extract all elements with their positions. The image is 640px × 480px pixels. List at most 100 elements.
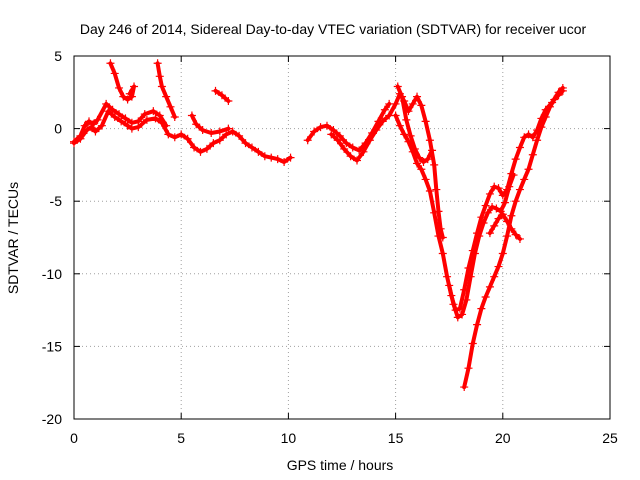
data-point	[453, 313, 462, 322]
data-point	[483, 208, 492, 217]
data-point	[155, 111, 164, 120]
data-point	[260, 152, 269, 161]
y-axis-label: SDTVAR / TECUs	[5, 182, 21, 294]
data-point	[558, 86, 567, 95]
data-point	[488, 203, 497, 212]
data-point	[125, 89, 134, 98]
data-point	[183, 134, 192, 143]
data-point	[149, 107, 158, 116]
data-point	[533, 136, 542, 145]
data-point	[417, 165, 426, 174]
data-point	[477, 304, 486, 313]
data-point	[346, 152, 355, 161]
data-point	[503, 232, 512, 241]
data-point	[115, 83, 124, 92]
data-point	[537, 123, 546, 132]
data-point	[254, 147, 263, 156]
x-tick-label: 20	[495, 430, 511, 446]
data-point	[470, 249, 479, 258]
data-point	[524, 130, 533, 139]
data-point	[443, 272, 452, 281]
data-point	[322, 121, 331, 130]
data-point	[222, 130, 231, 139]
data-point	[190, 143, 199, 152]
series-track-6	[211, 86, 233, 106]
data-point	[355, 146, 364, 155]
data-point	[421, 117, 430, 126]
data-point	[224, 97, 233, 106]
data-point	[93, 115, 102, 124]
data-point	[80, 121, 89, 130]
data-point	[473, 320, 482, 329]
data-point	[481, 201, 490, 210]
y-tick-label: 5	[54, 48, 62, 64]
data-point	[393, 82, 402, 91]
data-point	[192, 120, 201, 129]
series-track-13	[485, 210, 524, 243]
y-tick-label: -20	[42, 411, 62, 427]
data-point	[494, 184, 503, 193]
data-point	[505, 182, 514, 191]
data-point	[348, 143, 357, 152]
data-point	[104, 107, 113, 116]
data-point	[235, 131, 244, 140]
data-point	[119, 92, 128, 101]
data-point	[166, 102, 175, 111]
data-point	[329, 126, 338, 135]
data-point	[241, 139, 250, 148]
data-point	[151, 114, 160, 123]
data-point	[106, 59, 115, 68]
data-point	[466, 272, 475, 281]
data-point	[187, 111, 196, 120]
data-point	[130, 82, 139, 91]
series-line	[462, 88, 565, 390]
data-point	[170, 112, 179, 121]
data-point	[211, 86, 220, 95]
data-point	[303, 136, 312, 145]
y-tick-label: -10	[42, 266, 62, 282]
data-point	[445, 281, 454, 290]
data-point	[162, 92, 171, 101]
series-line	[487, 212, 522, 241]
data-point	[333, 136, 342, 145]
data-point	[402, 115, 411, 124]
data-point	[110, 69, 119, 78]
data-point	[541, 112, 550, 121]
data-point	[494, 214, 503, 223]
data-point	[164, 130, 173, 139]
data-point	[391, 111, 400, 120]
data-point	[492, 204, 501, 213]
x-axis-label: GPS time / hours	[287, 457, 394, 473]
data-point	[273, 155, 282, 164]
data-point	[202, 144, 211, 153]
data-point	[417, 101, 426, 110]
series-track-2	[70, 99, 171, 146]
data-point	[406, 131, 415, 140]
data-point	[511, 155, 520, 164]
data-point	[413, 159, 422, 168]
data-point	[380, 105, 389, 114]
data-point	[507, 211, 516, 220]
series-track-8	[327, 89, 447, 242]
data-point	[395, 121, 404, 130]
series-track-11	[445, 171, 518, 322]
series-track-9	[391, 83, 567, 315]
data-point	[413, 92, 422, 101]
data-point	[524, 165, 533, 174]
data-point	[423, 155, 432, 164]
data-point	[340, 144, 349, 153]
data-point	[550, 95, 559, 104]
series-line	[447, 173, 516, 320]
data-point	[209, 139, 218, 148]
data-point	[428, 146, 437, 155]
data-point	[515, 234, 524, 243]
data-point	[123, 95, 132, 104]
data-point	[434, 232, 443, 241]
data-point	[475, 232, 484, 241]
data-point	[419, 157, 428, 166]
data-point	[515, 185, 524, 194]
data-point	[498, 249, 507, 258]
series-line	[72, 101, 169, 144]
data-point	[509, 171, 518, 180]
data-point	[503, 217, 512, 226]
